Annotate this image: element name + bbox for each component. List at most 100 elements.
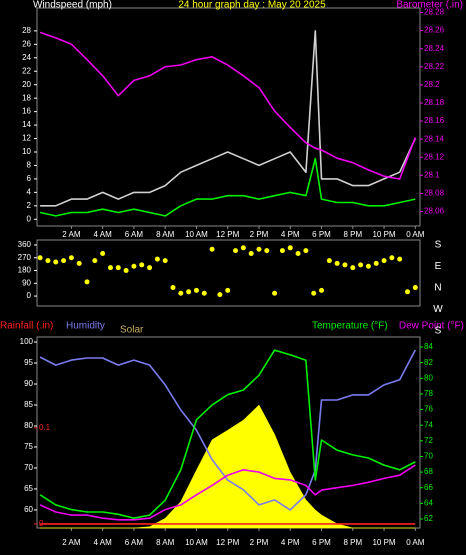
direction-point [319,287,325,293]
direction-point [233,248,239,254]
x-tick-label: 12 PM [216,230,239,239]
direction-point [100,250,106,256]
y-tick-label: 90 [22,278,31,287]
y2-tick-label: 78 [424,389,433,398]
direction-point [248,250,254,256]
direction-point [311,290,317,296]
y2-axis-title: Barometer (.in) [396,0,463,11]
x-tick-label: 4 AM [94,538,113,547]
y2-tick-label: 68 [424,467,433,476]
y-tick-label: 85 [24,400,33,409]
direction-point [334,260,340,266]
direction-point [147,265,153,271]
x-tick-label: 8 AM [156,538,175,547]
solar-area [40,404,416,529]
y-tick-label: 0 [27,291,32,300]
y2-tick-label: 62 [424,514,433,523]
panel-frame [36,7,421,227]
direction-point [53,259,59,265]
series-line [39,464,416,521]
direction-point [92,258,98,264]
x-tick-label: 0 AM [406,230,425,239]
x-tick-label: 10 PM [372,538,395,547]
y2-tick-label: 28.06 [424,207,445,216]
y-tick-label: 270 [18,253,32,262]
direction-point [225,287,231,293]
dewpoint-label: Dew Point (°F) [399,321,464,332]
direction-point [303,248,309,254]
direction-point [201,290,207,296]
direction-point [240,245,246,251]
direction-point [209,246,215,252]
x-tick-label: 0 AM [406,538,425,547]
y-tick-label: 6 [27,174,32,183]
direction-point [397,256,403,262]
y-tick-label: 4 [27,187,32,196]
x-tick-label: 2 AM [62,538,81,547]
y-tick-label: 90 [24,379,33,388]
compass-label: N [434,283,441,294]
y-tick-label: 100 [20,337,34,346]
y-tick-label: 60 [24,505,33,514]
direction-point [412,285,418,291]
humidity-label: Humidity [66,321,105,332]
chart-title: 24 hour graph day : May 20 2025 [178,0,326,11]
direction-point [404,289,410,295]
direction-point [76,260,82,266]
direction-point [272,290,278,296]
y-tick-label: 70 [24,463,33,472]
x-tick-label: 6 AM [125,538,144,547]
y-tick-label: 20 [22,80,31,89]
x-tick-label: 8 PM [343,230,362,239]
y2-tick-label: 28.2 [424,80,440,89]
y2-tick-label: 66 [424,483,433,492]
y-tick-label: 28 [22,26,31,35]
y-tick-label: 2 [27,201,32,210]
y2-tick-label: 84 [424,342,433,351]
y-tick-label: 95 [24,358,33,367]
direction-point [264,248,270,254]
y2-tick-label: 82 [424,358,433,367]
direction-point [154,256,160,262]
y2-tick-label: 76 [424,405,433,414]
y2-tick-label: 28.18 [424,98,445,107]
y-tick-label: 0 [27,214,32,223]
y-tick-label: 24 [22,53,31,62]
direction-point [350,265,356,271]
y-tick-label: 8 [27,161,32,170]
direction-point [115,265,121,271]
direction-point [178,290,184,296]
y2-tick-label: 28.24 [424,44,445,53]
y-tick-label: 16 [22,107,31,116]
x-tick-label: 10 AM [185,230,208,239]
y2-tick-label: 28.12 [424,152,445,161]
x-tick-label: 8 AM [156,230,175,239]
direction-point [170,285,176,291]
y2-tick-label: 70 [424,452,433,461]
x-tick-label: 4 AM [94,230,113,239]
y-axis-title: Windspeed (mph) [33,0,112,11]
solar-label: Solar [120,325,144,336]
direction-point [342,262,348,268]
series-line [39,157,416,217]
y2-tick-label: 28.16 [424,116,445,125]
direction-point [279,248,285,254]
y-tick-label: 65 [24,484,33,493]
direction-point [381,258,387,264]
y-tick-label: 26 [22,39,31,48]
direction-point [373,260,379,266]
y2-tick-label: 74 [424,420,433,429]
y-tick-label: 14 [22,120,31,129]
direction-point [295,250,301,256]
y-tick-label: 22 [22,66,31,75]
y-tick-label: 12 [22,134,31,143]
direction-point [37,255,43,261]
direction-point [123,268,129,274]
y-tick-label: 80 [24,421,33,430]
direction-point [162,258,168,264]
x-tick-label: 6 PM [312,230,331,239]
y-tick-label: 10 [22,147,31,156]
x-tick-label: 12 PM [216,538,239,547]
x-tick-label: 2 AM [62,230,81,239]
direction-point [365,263,371,269]
